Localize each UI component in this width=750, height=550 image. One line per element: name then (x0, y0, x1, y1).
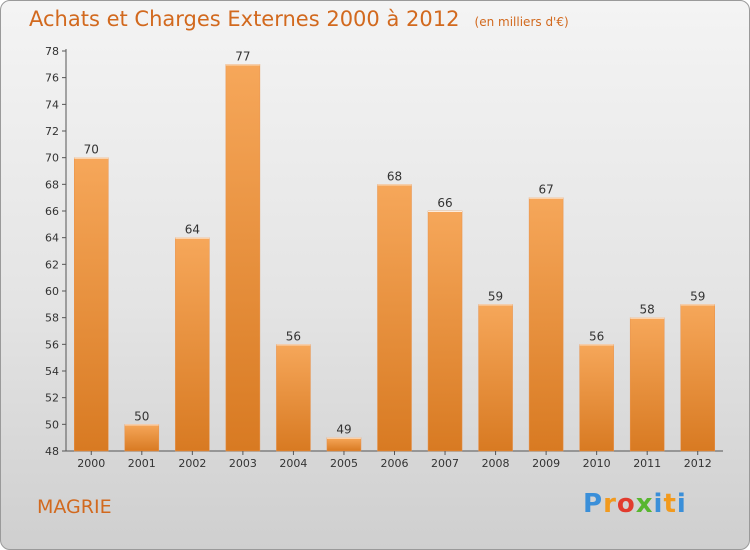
y-tick-label: 48 (45, 445, 59, 458)
bar (680, 304, 715, 452)
bar (74, 157, 109, 452)
bar-value-label: 66 (437, 196, 452, 210)
chart-header: Achats et Charges Externes 2000 à 2012 (… (29, 7, 569, 31)
bar (427, 210, 463, 452)
logo-letter: x (635, 489, 654, 519)
bar (326, 437, 362, 452)
bar (377, 184, 412, 452)
y-tick-label: 78 (45, 45, 59, 58)
y-tick-label: 50 (45, 418, 59, 431)
bar-value-label: 67 (538, 183, 553, 197)
y-tick-label: 62 (45, 258, 59, 271)
y-tick-label: 64 (45, 232, 59, 245)
bar-value-label: 68 (387, 169, 402, 183)
logo-letter: t (663, 489, 677, 519)
x-tick-label: 2012 (684, 457, 712, 470)
bar-value-label: 59 (690, 289, 705, 303)
bar-value-label: 49 (336, 423, 351, 437)
y-tick-label: 76 (45, 72, 59, 85)
x-tick-label: 2006 (381, 457, 409, 470)
bar-value-label: 56 (589, 329, 604, 343)
y-tick-label: 70 (45, 152, 59, 165)
x-tick-label: 2002 (178, 457, 206, 470)
bar-value-label: 64 (185, 223, 200, 237)
bar-value-label: 56 (286, 329, 301, 343)
bar-value-label: 70 (84, 143, 99, 157)
logo-letter: r (603, 489, 617, 519)
bar (478, 304, 513, 452)
bar-value-label: 58 (640, 303, 655, 317)
x-tick-label: 2007 (431, 457, 459, 470)
logo-letter: P (583, 489, 604, 519)
bar (225, 64, 261, 452)
chart-title: Achats et Charges Externes 2000 à 2012 (29, 7, 460, 31)
logo-letter: i (676, 489, 687, 519)
bar (276, 344, 311, 452)
x-tick-label: 2004 (279, 457, 307, 470)
x-tick-label: 2001 (128, 457, 156, 470)
y-tick-label: 58 (45, 312, 59, 325)
y-tick-label: 60 (45, 285, 59, 298)
x-tick-label: 2003 (229, 457, 257, 470)
bar (629, 317, 665, 452)
bar (124, 424, 160, 452)
bar-value-label: 77 (235, 49, 250, 63)
bar (175, 237, 210, 452)
y-tick-label: 66 (45, 205, 59, 218)
bar (579, 344, 614, 452)
y-tick-label: 52 (45, 392, 59, 405)
x-tick-label: 2005 (330, 457, 358, 470)
y-tick-label: 56 (45, 338, 59, 351)
proxiti-logo: Proxiti (583, 489, 687, 519)
chart-unit: (en milliers d'€) (474, 15, 569, 29)
y-tick-label: 74 (45, 98, 59, 111)
x-tick-label: 2011 (633, 457, 661, 470)
value-labels: 70 50 64 77 56 49 68 66 59 67 56 58 59 (84, 49, 706, 436)
y-tick-labels: 48 50 52 54 56 58 60 62 64 66 68 70 72 74 76 78 (45, 45, 66, 458)
bar-value-label: 50 (134, 409, 149, 423)
bars (74, 64, 715, 452)
x-tick-label: 2008 (482, 457, 510, 470)
x-tick-label: 2000 (77, 457, 105, 470)
x-tick-label: 2009 (532, 457, 560, 470)
logo-letter: i (653, 489, 664, 519)
y-tick-label: 72 (45, 125, 59, 138)
x-tick-label: 2010 (583, 457, 611, 470)
y-tick-label: 68 (45, 178, 59, 191)
bar (528, 197, 564, 452)
bar-value-label: 59 (488, 289, 503, 303)
y-tick-label: 54 (45, 365, 59, 378)
logo-letter: o (616, 489, 636, 519)
commune-name: MAGRIE (37, 496, 112, 518)
x-tick-labels: 2000 2001 2002 2003 2004 2005 2006 2007 2008 2009… (77, 451, 712, 470)
